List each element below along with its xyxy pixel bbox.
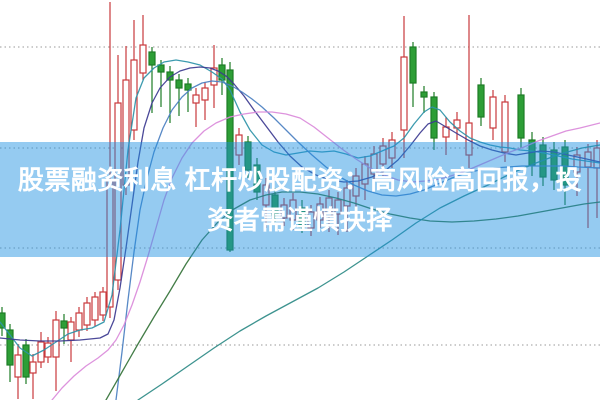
headline-text: 股票融资利息 杠杆炒股配资：高风险高回报，投 资者需谨慎抉择 xyxy=(0,160,600,240)
headline-line-1: 股票融资利息 杠杆炒股配资：高风险高回报，投 xyxy=(17,165,583,195)
headline-line-2: 资者需谨慎抉择 xyxy=(207,205,393,235)
